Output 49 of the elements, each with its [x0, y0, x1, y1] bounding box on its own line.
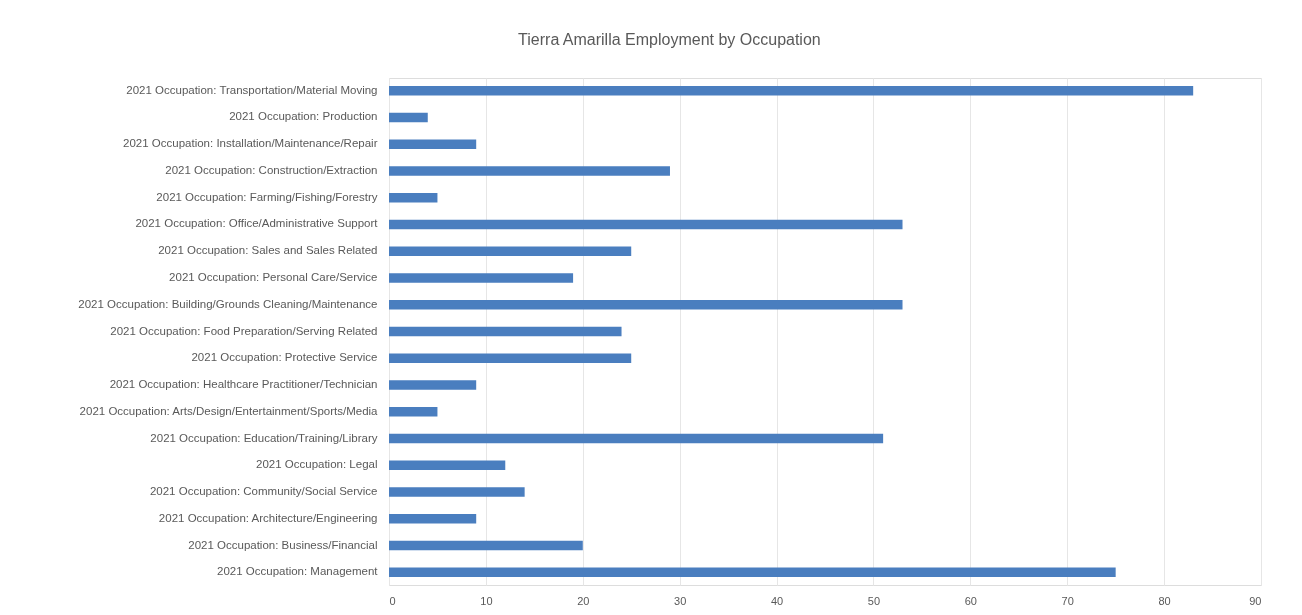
bar [389, 139, 477, 149]
y-tick-label: 2021 Occupation: Office/Administrative Support [135, 217, 379, 230]
y-tick-label: 2021 Occupation: Legal [256, 458, 378, 471]
bar [389, 166, 670, 176]
chart-title: Tierra Amarilla Employment by Occupation [518, 31, 821, 48]
bar [389, 567, 1116, 577]
bar [389, 353, 632, 363]
x-tick-label: 40 [770, 594, 784, 607]
bar [389, 112, 428, 123]
bar [389, 380, 477, 390]
bar [389, 514, 477, 524]
x-tick-label: 90 [1249, 594, 1262, 607]
y-tick-label: 2021 Occupation: Construction/Extraction [165, 163, 378, 176]
y-tick-label: 2021 Occupation: Community/Social Service [149, 485, 378, 498]
y-tick-label: 2021 Occupation: Sales and Sales Related [158, 244, 378, 257]
bar [389, 540, 583, 551]
y-tick-label: 2021 Occupation: Architecture/Engineering [158, 511, 378, 524]
bar [389, 273, 574, 283]
y-tick-label: 2021 Occupation: Management [217, 565, 379, 578]
y-tick-label: 2021 Occupation: Building/Grounds Cleaning/Maintenance [78, 297, 378, 310]
bar [389, 300, 903, 310]
bar [389, 326, 622, 337]
y-tick-label: 2021 Occupation: Healthcare Practitioner/Technician [109, 378, 378, 391]
y-tick-label: 2021 Occupation: Protective Service [191, 351, 378, 364]
x-tick-label: 50 [867, 594, 881, 607]
bar [389, 219, 903, 230]
y-tick-label: 2021 Occupation: Business/Financial [188, 538, 378, 551]
y-tick-label: 2021 Occupation: Installation/Maintenance/Repair [123, 137, 378, 150]
x-tick-label: 30 [674, 594, 687, 607]
x-tick-label: 80 [1158, 594, 1171, 607]
bar [389, 86, 1194, 96]
x-tick-label: 0 [389, 594, 396, 607]
x-tick-label: 70 [1061, 594, 1074, 607]
y-tick-label: 2021 Occupation: Transportation/Material Moving [126, 83, 378, 96]
x-tick-label: 10 [480, 594, 493, 607]
y-tick-label: 2021 Occupation: Personal Care/Service [169, 270, 378, 283]
bar [389, 193, 438, 203]
bar [389, 433, 884, 444]
bar [389, 460, 506, 470]
y-tick-label: 2021 Occupation: Education/Training/Library [150, 431, 378, 444]
bar [389, 407, 438, 417]
bar [389, 487, 525, 497]
y-tick-label: 2021 Occupation: Production [229, 110, 378, 123]
y-tick-label: 2021 Occupation: Food Preparation/Serving Related [110, 324, 378, 337]
y-tick-label: 2021 Occupation: Arts/Design/Entertainment/Sports/Media [79, 404, 379, 417]
y-tick-label: 2021 Occupation: Farming/Fishing/Forestry [156, 190, 378, 203]
x-tick-label: 60 [964, 594, 977, 607]
bar [389, 246, 632, 256]
x-tick-label: 20 [577, 594, 590, 607]
